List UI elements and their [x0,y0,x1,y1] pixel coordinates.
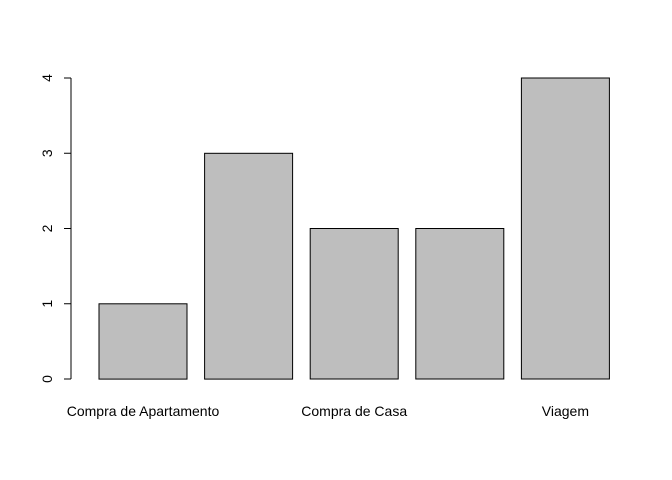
x-axis-labels: Compra de Apartamento Compra de Casa Viage… [67,403,589,419]
y-tick-label-4: 4 [39,74,55,82]
y-axis: 0 1 2 3 4 [39,74,72,383]
bar-1 [98,303,188,380]
y-tick-label-3: 3 [39,149,55,157]
category-label-3: Compra de Casa [301,403,407,419]
bar-4 [415,228,505,380]
bars-group [98,77,610,380]
category-label-1: Compra de Apartamento [67,403,220,419]
bar-2 [204,152,294,380]
y-tick-label-2: 2 [39,224,55,232]
y-tick-label-0: 0 [39,375,55,383]
bar-3 [309,228,399,380]
category-label-5: Viagem [542,403,589,419]
bar-5 [520,77,610,380]
y-tick-label-1: 1 [39,300,55,308]
